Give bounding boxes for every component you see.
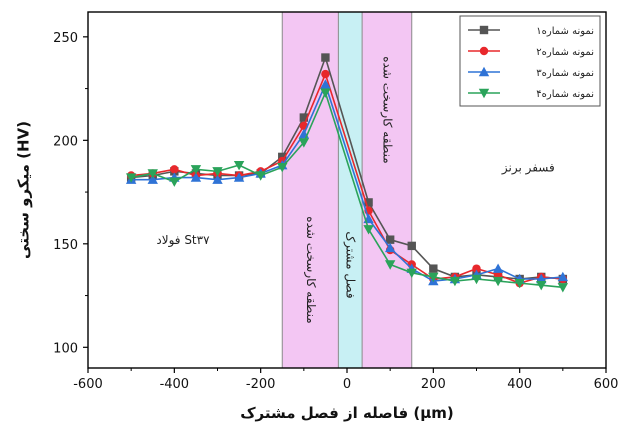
annotation-layer: فولاد St۳۷ فسفر برنز bbox=[156, 160, 554, 247]
series-1-point-10 bbox=[364, 198, 373, 207]
series-1-point-8 bbox=[299, 113, 309, 122]
legend-marker-2 bbox=[479, 46, 489, 56]
legend-layer: نمونه شماره۱ نمونه شماره۲ نمونه شماره۳ نمون… bbox=[459, 15, 601, 107]
y-tick-label-3: 250 bbox=[53, 31, 78, 46]
legend-marker-1 bbox=[479, 25, 489, 35]
series-1-point-13 bbox=[429, 264, 438, 273]
legend-marker-4 bbox=[478, 88, 490, 99]
series-4-point-18 bbox=[536, 281, 547, 291]
series-2-point-2 bbox=[170, 165, 179, 174]
x-tick-label-3: 0 bbox=[343, 377, 351, 392]
series-4-point-11 bbox=[384, 260, 396, 270]
series-4-point-19 bbox=[557, 283, 569, 293]
series-4-point-1 bbox=[147, 169, 158, 179]
series-3-point-4 bbox=[212, 174, 223, 184]
series-4 bbox=[125, 88, 569, 293]
regions-layer: منطقه کارسخت شده فصل مشترک منطقه کارسخت شد… bbox=[281, 12, 413, 368]
x-tick-label-6: 600 bbox=[594, 377, 619, 392]
series-4-point-3 bbox=[190, 165, 202, 175]
series-3-point-16 bbox=[492, 263, 504, 273]
series-4-point-17 bbox=[514, 278, 525, 289]
region-label-1: فصل مشترک bbox=[343, 231, 358, 298]
series-4-point-2 bbox=[169, 177, 180, 187]
annotation-0: فولاد St۳۷ bbox=[156, 233, 210, 248]
x-tick-label-4: 200 bbox=[421, 377, 446, 392]
series-4-point-16 bbox=[492, 276, 504, 287]
series-line-3 bbox=[131, 82, 563, 282]
series-3-point-18 bbox=[536, 273, 547, 284]
series-1-point-12 bbox=[407, 241, 416, 251]
axes-layer: -600 -400 -200 0 200 400 600 100 150 200 250 فاصله … bbox=[15, 11, 619, 422]
region-band-1 bbox=[338, 12, 363, 368]
series-3-point-19 bbox=[557, 271, 569, 282]
legend-label-3: نمونه شماره۳ bbox=[536, 68, 594, 79]
series-4-point-15 bbox=[471, 274, 482, 285]
annotation-1: فسفر برنز bbox=[501, 160, 555, 175]
series-4-point-14 bbox=[449, 276, 461, 287]
legend-label-4: نمونه شماره۴ bbox=[536, 89, 594, 100]
x-tick-label-1: -400 bbox=[160, 377, 190, 392]
series-4-point-12 bbox=[406, 268, 417, 278]
y-axis-label: میکرو سختی (HV) bbox=[15, 121, 33, 259]
x-axis-label: فاصله از فصل مشترک (μm) bbox=[240, 404, 454, 422]
series-1-point-9 bbox=[321, 53, 330, 62]
series-line-4 bbox=[131, 90, 563, 289]
region-band-2 bbox=[362, 12, 412, 368]
series-4-point-8 bbox=[298, 138, 310, 148]
series-4-point-4 bbox=[212, 167, 223, 177]
series-2-point-15 bbox=[472, 264, 481, 273]
series-3-point-9 bbox=[320, 79, 331, 89]
x-tick-label-2: -200 bbox=[246, 377, 276, 392]
series-3-point-3 bbox=[190, 172, 202, 182]
legend-marker-3 bbox=[478, 66, 490, 77]
series-1-point-11 bbox=[385, 235, 395, 244]
y-tick-label-1: 150 bbox=[53, 238, 78, 253]
series-4-point-5 bbox=[233, 160, 245, 171]
series-4-point-0 bbox=[125, 173, 137, 183]
series-2-point-9 bbox=[321, 69, 330, 79]
x-tick-label-5: 400 bbox=[507, 377, 532, 392]
series-4-point-6 bbox=[255, 171, 266, 181]
y-tick-label-2: 200 bbox=[53, 134, 78, 149]
series-3-point-1 bbox=[147, 174, 158, 184]
x-tick-label-0: -600 bbox=[73, 377, 103, 392]
series-3-point-11 bbox=[384, 242, 396, 253]
region-label-2: منطقه کارسخت شده bbox=[379, 56, 394, 163]
y-tick-label-0: 100 bbox=[53, 341, 78, 356]
series-3-point-5 bbox=[233, 172, 245, 182]
legend-label-2: نمونه شماره۲ bbox=[536, 47, 594, 58]
series-4-point-9 bbox=[320, 88, 331, 98]
series-4-point-7 bbox=[277, 163, 288, 173]
series-4-point-13 bbox=[428, 272, 439, 283]
legend-label-1: نمونه شماره۱ bbox=[536, 26, 594, 37]
region-label-0: منطقه کارسخت شده bbox=[303, 216, 318, 323]
series-layer bbox=[125, 53, 569, 293]
series-4-point-10 bbox=[363, 225, 374, 235]
